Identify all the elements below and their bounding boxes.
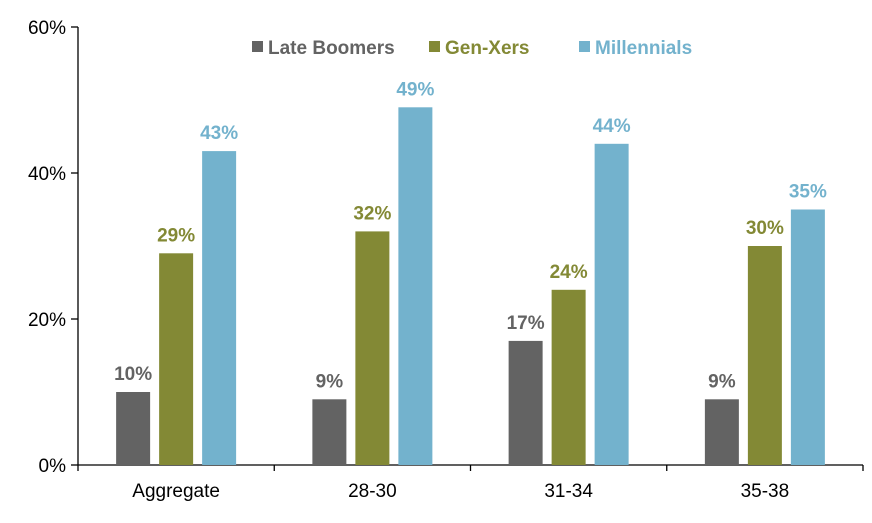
data-label-millennials-31-34: 44% (593, 116, 631, 137)
x-tick-label-aggregate: Aggregate (132, 481, 220, 502)
x-axis: Aggregate 28-30 31-34 35-38 (77, 464, 864, 502)
bar-gen-xers-35-38 (747, 246, 782, 465)
bar-late-boomers-35-38 (704, 399, 739, 465)
bar-gen-xers-28-30 (355, 231, 390, 465)
y-tick-label: 20% (28, 310, 66, 331)
x-tick-label-28-30: 28-30 (348, 481, 397, 502)
bar-millennials-aggregate (202, 151, 237, 465)
x-tick-label-35-38: 35-38 (741, 481, 790, 502)
bar-millennials-35-38 (790, 209, 825, 465)
bar-gen-xers-aggregate (159, 253, 194, 465)
legend-label-gen-xers: Gen-Xers (445, 38, 529, 59)
data-label-gen-xers-31-34: 24% (550, 262, 588, 283)
legend: Late Boomers Gen-Xers Millennials (252, 38, 692, 59)
data-labels: 10% 9% 17% 9% 29% 32% 24% 30% 43% 49% 44% 35% (114, 79, 827, 392)
legend-label-millennials: Millennials (595, 38, 692, 59)
y-tick-label: 0% (39, 456, 67, 477)
bar-millennials-28-30 (398, 107, 433, 466)
bar-gen-xers-31-34 (551, 289, 586, 465)
data-label-gen-xers-28-30: 32% (353, 203, 391, 224)
data-label-late-boomers-31-34: 17% (507, 313, 545, 334)
legend-swatch-millennials (579, 41, 590, 52)
legend-swatch-late-boomers (252, 41, 263, 52)
bar-late-boomers-31-34 (508, 340, 543, 465)
y-tick-label: 60% (28, 18, 66, 39)
bar-late-boomers-28-30 (312, 399, 347, 465)
data-label-gen-xers-aggregate: 29% (157, 225, 195, 246)
data-label-late-boomers-35-38: 9% (708, 371, 736, 392)
data-label-gen-xers-35-38: 30% (746, 218, 784, 239)
data-label-millennials-aggregate: 43% (200, 123, 238, 144)
data-label-late-boomers-aggregate: 10% (114, 364, 152, 385)
legend-label-late-boomers: Late Boomers (268, 38, 395, 59)
data-label-millennials-35-38: 35% (789, 182, 827, 203)
y-axis: 0% 20% 40% 60% (28, 18, 79, 477)
x-tick-label-31-34: 31-34 (544, 481, 593, 502)
data-label-millennials-28-30: 49% (396, 79, 434, 100)
bars (116, 107, 825, 466)
y-tick-label: 40% (28, 164, 66, 185)
bar-millennials-31-34 (594, 143, 629, 466)
legend-swatch-gen-xers (429, 41, 440, 52)
bar-late-boomers-aggregate (116, 392, 151, 465)
data-label-late-boomers-28-30: 9% (316, 371, 344, 392)
